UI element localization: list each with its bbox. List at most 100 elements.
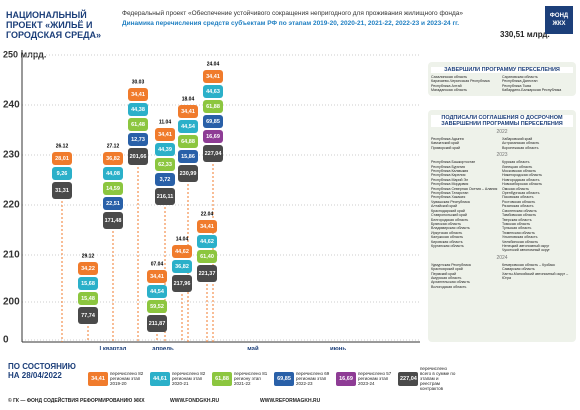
legend-item: 227,04 перечислено всего в сумме по этапа…	[398, 366, 456, 391]
legend-text: перечислено 69 регионам этап 2022-23	[296, 371, 330, 386]
chart: 250 млрд. 240 230 220 210 200 0 26.12 28,01 9,26 3…	[3, 49, 425, 350]
value-box	[178, 105, 198, 118]
value-box	[155, 158, 175, 171]
value-box	[147, 300, 167, 313]
value-label: 28,01	[55, 156, 69, 162]
legend-value: 227,04	[398, 371, 418, 386]
value-label: 61,88	[206, 104, 220, 110]
region: Новосибирская область	[502, 182, 543, 187]
value-box	[155, 188, 175, 205]
value-box	[178, 135, 198, 148]
region: Тульская область	[502, 226, 532, 231]
y-tick-label: 200	[3, 297, 20, 308]
y-tick-label: 210	[3, 250, 20, 261]
region-list: Республика Адыгея Камчатский край Приморск…	[431, 137, 573, 150]
value-box	[155, 143, 175, 156]
region: Брянская область	[431, 221, 461, 226]
legend-text: перечислено всего в сумме по этапам и ре…	[420, 366, 456, 391]
month-label: I квартал	[100, 347, 127, 350]
value-label: 34,41	[131, 92, 145, 98]
value-box	[128, 118, 148, 131]
region: Красноярский край	[431, 267, 463, 272]
value-box	[178, 165, 198, 182]
value-label: 230,99	[180, 171, 197, 177]
column: Республика Адыгея Камчатский край Приморск…	[431, 137, 502, 150]
value-label: 16,69	[206, 134, 220, 140]
y-tick-label: 240	[3, 100, 20, 111]
region: Тюменская область	[502, 230, 535, 235]
value-label: 61,48	[131, 122, 145, 128]
value-box	[203, 85, 223, 98]
value-label: 217,96	[174, 281, 191, 287]
subtitle: Динамика перечисления средств субъектам …	[122, 20, 460, 27]
value-box	[147, 270, 167, 283]
value-label: 64,88	[181, 139, 195, 145]
region: Липецкая область	[502, 164, 533, 169]
value-label: 34,41	[200, 224, 214, 230]
region: Псковская область	[502, 195, 534, 200]
signed-panel: ПОДПИСАЛИ СОГЛАШЕНИЯ О ДОСРОЧНОМ ЗАВЕРШЕ…	[428, 110, 576, 342]
region: Вологодская область	[431, 284, 467, 289]
value-box	[78, 277, 98, 290]
value-box	[52, 182, 72, 199]
legend-item: 34,41 перечислено 82 регионам этап 2019-2…	[88, 366, 146, 391]
year: 2022	[496, 129, 508, 135]
region: Кемеровская область – Кузбасс	[502, 262, 556, 267]
region: Республика Северная Осетия – Алания	[431, 186, 498, 191]
value-box	[197, 220, 217, 233]
value-label: 15,86	[181, 154, 195, 160]
value-label: 44,62	[200, 239, 214, 245]
value-box	[128, 148, 148, 165]
legend-item: 16,69 перечислено 57 регионам этап 2023-2…	[336, 366, 394, 391]
value-box	[103, 152, 123, 165]
y-tick-label: 220	[3, 200, 20, 211]
value-box	[52, 152, 72, 165]
region: Хабаровский край	[502, 137, 533, 141]
value-box	[178, 120, 198, 133]
value-box	[103, 197, 123, 210]
column-date: 27.12	[107, 143, 120, 149]
legend-value: 16,69	[336, 371, 356, 386]
value-box	[52, 167, 72, 180]
value-box	[155, 173, 175, 186]
value-box	[78, 292, 98, 305]
value-label: 22,51	[106, 201, 120, 207]
value-label: 69,85	[206, 119, 220, 125]
legend-value: 34,41	[88, 371, 108, 386]
region: Омская область	[502, 186, 529, 191]
value-label: 12,73	[131, 137, 145, 143]
value-label: 62,33	[158, 162, 172, 168]
region: Тамбовская область	[502, 213, 537, 218]
value-box	[172, 245, 192, 258]
region: Республика Хакасия	[431, 195, 466, 200]
region: Республика Тыва	[502, 83, 531, 88]
region: Приморский край	[431, 145, 461, 150]
y-tick-label: 250 млрд.	[3, 49, 46, 59]
value-label: 211,87	[149, 321, 166, 327]
region: Курская область	[502, 160, 530, 165]
region: Архангельская область	[431, 280, 470, 285]
region: Владимирская область	[431, 226, 470, 231]
value-label: 34,41	[150, 274, 164, 280]
column-date: 24.04	[207, 61, 220, 67]
year: 2024	[496, 254, 508, 261]
value-box	[128, 103, 148, 116]
column-date: 11.04	[159, 119, 171, 125]
site: WWW.REFORMAGKH.RU	[260, 398, 321, 404]
total: 330,51 млрд.	[500, 30, 550, 39]
region: Томская область	[502, 221, 531, 226]
region: Удмуртская Республика	[431, 262, 471, 267]
column: Кемеровская область – Кузбасс Самарская о…	[502, 263, 573, 289]
region: Амурская область	[431, 275, 462, 280]
value-label: 77,74	[81, 313, 96, 319]
column-date: 14.04	[176, 236, 189, 242]
column-date: 07.04	[151, 261, 164, 267]
value-label: 44,54	[181, 124, 196, 130]
value-label: 36,82	[175, 264, 189, 270]
copyright: © ГК — ФОНД СОДЕЙСТВИЯ РЕФОРМИРОВАНИЮ ЖК…	[8, 398, 145, 404]
completed-title: ЗАВЕРШИЛИ ПРОГРАММУ ПЕРЕСЕЛЕНИЯ	[431, 67, 573, 73]
legend-value: 61,88	[212, 371, 232, 386]
value-label: 44,38	[131, 107, 145, 113]
value-box	[203, 100, 223, 113]
region: Ненецкий автономный округ	[502, 243, 550, 248]
